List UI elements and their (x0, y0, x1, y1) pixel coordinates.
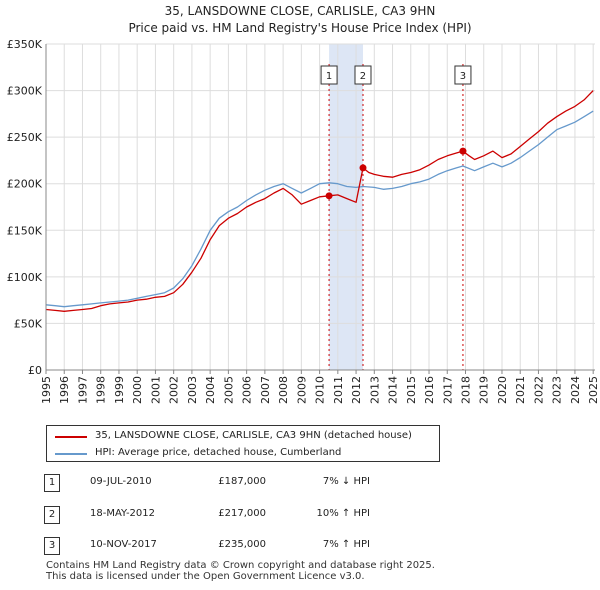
x-tick-label: 2019 (478, 376, 491, 404)
x-tick-label: 2014 (387, 376, 400, 404)
x-tick-label: 2011 (332, 376, 345, 404)
sale-hpi-comparison: 7% ↓ HPI (322, 476, 370, 487)
sale-marker-box (454, 65, 472, 85)
x-tick-label: 2012 (350, 376, 363, 404)
x-tick-label: 2007 (259, 376, 272, 404)
sale-marker-box (354, 65, 372, 85)
x-tick-label: 2004 (204, 376, 217, 404)
x-tick-label: 2003 (186, 376, 199, 404)
x-tick-label: 1997 (76, 376, 89, 404)
x-tick-label: 2018 (460, 376, 473, 404)
chart-subtitle: Price paid vs. HM Land Registry's House … (128, 21, 472, 35)
x-tick-label: 1996 (58, 376, 71, 404)
legend-swatch-property (55, 436, 87, 438)
x-tick-label: 2002 (168, 376, 181, 404)
sale-point (459, 147, 467, 155)
x-tick-label: 2015 (405, 376, 418, 404)
plot-area (46, 44, 595, 370)
x-tick-label: 2020 (496, 376, 509, 404)
y-tick-label: £200K (7, 178, 43, 191)
sale-hpi-comparison: 7% ↑ HPI (322, 539, 370, 550)
x-tick-label: 2023 (551, 376, 564, 404)
y-tick-label: £0 (28, 364, 42, 377)
sale-number-badge: 3 (44, 537, 60, 555)
sale-price: £235,000 (218, 539, 266, 550)
x-tick-label: 2000 (131, 376, 144, 404)
y-tick-label: £100K (7, 271, 43, 284)
x-tick-label: 2006 (241, 376, 254, 404)
x-tick-label: 2008 (277, 376, 290, 404)
sale-date: 18-MAY-2012 (90, 508, 156, 519)
shaded-period (329, 44, 363, 370)
hpi-line (45, 110, 594, 308)
y-tick-label: £300K (7, 85, 43, 98)
x-tick-label: 2013 (368, 376, 381, 404)
x-tick-label: 2001 (149, 376, 162, 404)
sale-price: £187,000 (218, 476, 266, 487)
x-tick-label: 2024 (569, 376, 582, 404)
footer-line-2: This data is licensed under the Open Gov… (46, 571, 365, 582)
legend-label-hpi: HPI: Average price, detached house, Cumb… (95, 447, 342, 458)
sale-date: 09-JUL-2010 (90, 476, 152, 487)
sale-price: £217,000 (218, 508, 266, 519)
sale-hpi-comparison: 10% ↑ HPI (316, 508, 370, 519)
x-tick-label: 1998 (95, 376, 108, 404)
x-tick-label: 2010 (314, 376, 327, 404)
sale-row: 2 18-MAY-2012 £217,000 10% ↑ HPI (0, 504, 600, 524)
sale-number-badge: 2 (44, 506, 60, 524)
price-chart: 1 2 3 £0 £50K £100K £150K £200K £250K £300K £350K… (7, 38, 600, 404)
sale-number-badge: 1 (44, 474, 60, 492)
x-tick-label: 2009 (295, 376, 308, 404)
footer-line-1: Contains HM Land Registry data © Crown c… (46, 560, 435, 571)
y-tick-label: £250K (7, 131, 43, 144)
x-tick-label: 2005 (222, 376, 235, 404)
x-tick-label: 2025 (587, 376, 600, 404)
footer-attribution: Contains HM Land Registry data © Crown c… (46, 560, 435, 582)
x-tick-label: 1995 (40, 376, 53, 404)
y-tick-label: £350K (7, 38, 43, 51)
y-tick-label: £50K (14, 317, 43, 330)
x-tick-label: 2017 (441, 376, 454, 404)
y-tick-label: £150K (7, 224, 43, 237)
legend-swatch-hpi (55, 453, 87, 455)
x-tick-label: 2016 (423, 376, 436, 404)
sale-marker-box (320, 65, 338, 85)
x-tick-label: 2021 (514, 376, 527, 404)
legend: 35, LANSDOWNE CLOSE, CARLISLE, CA3 9HN (… (46, 425, 440, 462)
sale-marker-label: 1 (326, 71, 332, 82)
x-tick-label: 1999 (113, 376, 126, 404)
sale-marker-label: 2 (360, 71, 366, 82)
sale-marker-label: 3 (460, 71, 466, 82)
sale-point (359, 164, 367, 172)
sale-point (325, 192, 333, 200)
x-tick-label: 2022 (532, 376, 545, 404)
sale-date: 10-NOV-2017 (90, 539, 157, 550)
sale-row: 3 10-NOV-2017 £235,000 7% ↑ HPI (0, 535, 600, 555)
sale-row: 1 09-JUL-2010 £187,000 7% ↓ HPI (0, 472, 600, 492)
chart-title: 35, LANSDOWNE CLOSE, CARLISLE, CA3 9HN (164, 4, 436, 18)
legend-label-property: 35, LANSDOWNE CLOSE, CARLISLE, CA3 9HN (… (95, 430, 412, 441)
